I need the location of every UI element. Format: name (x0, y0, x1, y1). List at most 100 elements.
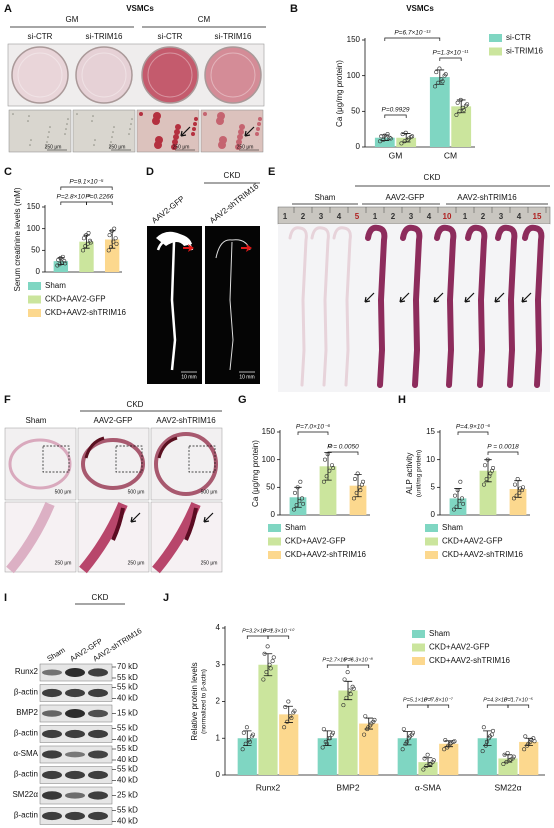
data-point (297, 499, 302, 504)
y-tick-label: 50 (351, 106, 360, 115)
data-point (382, 133, 387, 138)
data-point (483, 743, 488, 748)
p-value: P=4.3×10⁻⁷ (483, 696, 513, 703)
data-point (331, 730, 336, 735)
data-point (460, 105, 465, 110)
cell (91, 120, 93, 122)
marker-label: 55 kD (117, 673, 138, 682)
data-point (344, 695, 349, 700)
ruler-number: 4 (337, 212, 342, 221)
data-point (347, 688, 352, 693)
data-point (480, 749, 485, 754)
bar (338, 690, 358, 775)
marker-label: 40 kD (117, 694, 138, 703)
p-value: P=0.9929 (381, 107, 409, 114)
blot-band (42, 750, 62, 759)
cell (30, 139, 32, 141)
aorta (434, 224, 457, 388)
data-point (243, 741, 248, 746)
y-tick-label: 150 (27, 202, 41, 211)
lane-label: Sham (45, 645, 66, 663)
data-point (518, 486, 523, 491)
micrograph (136, 109, 200, 153)
calcification (184, 507, 198, 541)
cell (76, 113, 78, 115)
p-value: P=5.1×10⁻⁸ (403, 696, 433, 703)
data-point (360, 482, 365, 487)
blot-band (65, 729, 85, 739)
y-tick-label: 2 (216, 697, 221, 706)
label: si-CTR (28, 32, 53, 41)
x-tick-label: BMP2 (336, 782, 359, 792)
row-label: β-actin (14, 688, 38, 697)
cell (236, 139, 242, 145)
label: CKD (424, 173, 441, 182)
calcification (157, 436, 178, 459)
data-point (449, 740, 454, 745)
data-point (324, 741, 329, 746)
p-value: P=1.3×10⁻¹⁰ (263, 627, 295, 634)
blot-band (88, 791, 108, 800)
cell (65, 128, 67, 130)
panel-label: A (4, 3, 12, 15)
row-label: BMP2 (16, 708, 38, 717)
ruler-number: 3 (319, 212, 324, 221)
data-point (428, 761, 433, 766)
aorta (288, 226, 308, 387)
label: CKD (92, 593, 109, 602)
data-point (267, 662, 272, 667)
y-tick-label: 0 (216, 770, 221, 779)
data-point (512, 482, 517, 487)
y-axis-label: Ca (μg/mg protein) (335, 60, 344, 127)
panel-label: F (4, 394, 11, 406)
x-tick-label: α-SMA (415, 782, 441, 792)
data-point (517, 490, 522, 495)
legend-label: CKD+AAV2-shTRIM16 (285, 550, 367, 559)
data-point (381, 137, 386, 142)
panel-label: G (238, 394, 247, 406)
data-point (454, 504, 459, 509)
data-point (244, 725, 249, 730)
zoom-box (115, 445, 143, 473)
row-label: β-actin (14, 729, 38, 738)
lane-label: AAV2-GFP (150, 194, 186, 225)
cell (257, 122, 261, 126)
label: Sham (315, 193, 336, 202)
panel-label: B (290, 3, 298, 15)
error-bar (354, 474, 362, 498)
data-point (327, 468, 332, 473)
dish-inner (81, 52, 127, 98)
data-point (460, 496, 465, 501)
data-point (403, 130, 408, 135)
bar (519, 741, 539, 775)
data-point (526, 741, 531, 746)
legend-swatch (412, 643, 425, 652)
bar (258, 664, 278, 775)
data-point (300, 496, 305, 501)
data-point (83, 244, 88, 249)
data-point (504, 760, 509, 765)
marker-label: 40 kD (117, 776, 138, 785)
data-point (109, 228, 114, 233)
cell (194, 117, 198, 121)
data-point (55, 263, 60, 268)
data-point (508, 757, 513, 762)
p-value: P = 0.0018 (487, 444, 519, 451)
legend-label: Sham (429, 629, 450, 638)
significance-bracket (326, 664, 349, 668)
legend-label: si-TRIM16 (506, 47, 543, 56)
blot-band (42, 729, 62, 739)
data-point (458, 479, 463, 484)
row-label: α-SMA (13, 749, 38, 758)
bar (509, 488, 527, 515)
aorta (495, 224, 518, 388)
scale-bar-label: 250 μm (173, 144, 190, 150)
ruler-number: 3 (409, 212, 414, 221)
data-point (440, 79, 445, 84)
panel-label: H (398, 394, 406, 406)
blot-band (65, 792, 85, 799)
bar (104, 239, 120, 272)
bar (479, 470, 497, 515)
lane-label: AAV2-shTRIM16 (208, 181, 261, 225)
arrow (433, 292, 444, 303)
